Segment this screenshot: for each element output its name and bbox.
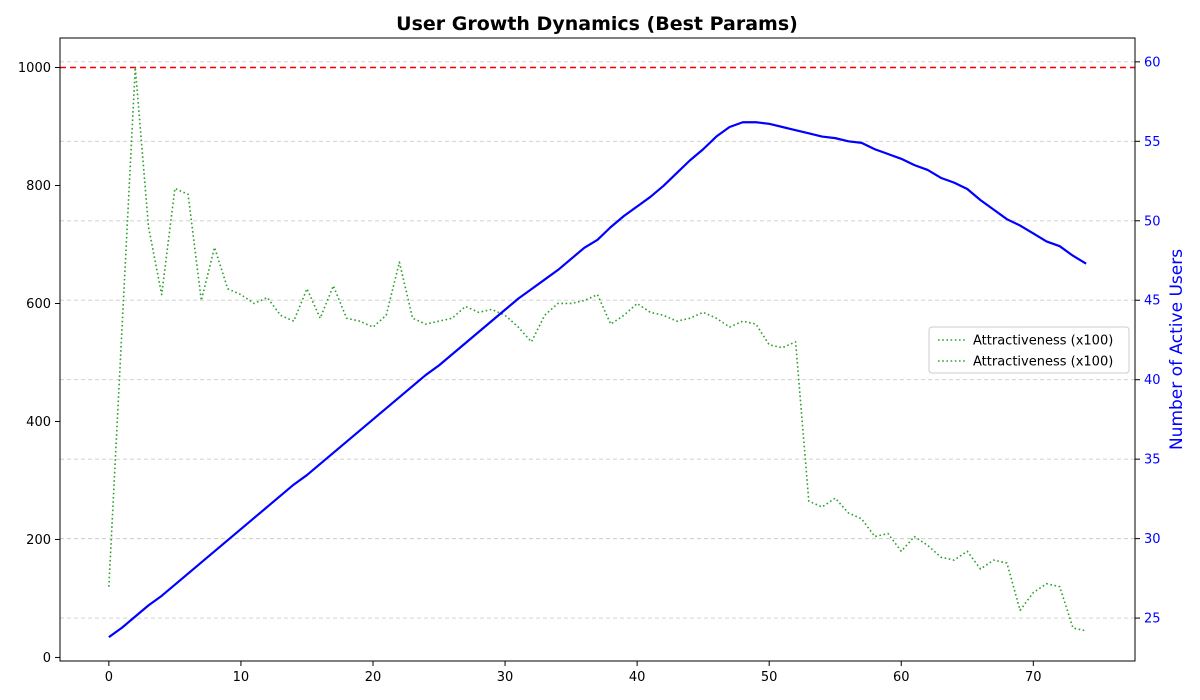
x-axis-ticks: 0 10 20 30 40 50 60 70: [105, 661, 1042, 685]
plot-frame: [59, 37, 1136, 662]
left-tick-label: 1000: [18, 61, 51, 76]
right-tick-label: 45: [1144, 294, 1161, 309]
x-tick-label: 40: [629, 670, 646, 685]
right-tick-label: 55: [1144, 135, 1161, 150]
left-tick-label: 200: [26, 533, 51, 548]
x-tick-label: 20: [365, 670, 382, 685]
left-tick-label: 0: [43, 651, 51, 666]
right-y-axis-label: Number of Active Users: [1167, 249, 1187, 450]
chart-title: User Growth Dynamics (Best Params): [396, 13, 798, 35]
left-tick-label: 800: [26, 179, 51, 194]
legend-label-2: Attractiveness (x100): [973, 355, 1113, 370]
right-tick-label: 25: [1144, 612, 1161, 627]
right-tick-label: 60: [1144, 55, 1161, 70]
active-users-line: [108, 121, 1087, 639]
left-tick-label: 600: [26, 297, 51, 312]
left-y-axis-ticks: 0 200 400 600 800 1000: [18, 61, 60, 666]
right-tick-label: 30: [1144, 532, 1161, 547]
x-tick-label: 0: [105, 670, 113, 685]
right-tick-label: 40: [1144, 373, 1161, 388]
x-tick-label: 60: [893, 670, 910, 685]
legend: Attractiveness (x100) Attractiveness (x1…: [928, 326, 1130, 374]
right-tick-label: 35: [1144, 453, 1161, 468]
x-tick-label: 70: [1025, 670, 1042, 685]
x-tick-label: 10: [233, 670, 250, 685]
legend-box: [928, 326, 1130, 374]
right-y-axis-ticks: 25 30 35 40 45 50 55 60: [1135, 55, 1161, 627]
right-tick-label: 50: [1144, 214, 1161, 229]
x-tick-label: 30: [497, 670, 514, 685]
series-group: [108, 66, 1087, 639]
x-tick-label: 50: [761, 670, 778, 685]
left-tick-label: 400: [26, 415, 51, 430]
legend-label-1: Attractiveness (x100): [973, 334, 1113, 349]
